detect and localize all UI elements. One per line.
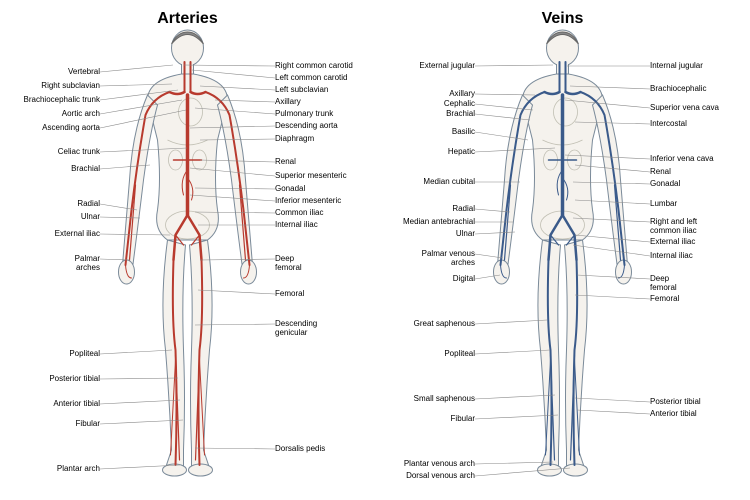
anatomy-label: Left subclavian (275, 86, 328, 95)
anatomy-label: Ascending aorta (42, 124, 100, 133)
anatomy-label: Brachiocephalic trunk (24, 96, 100, 105)
anatomy-label: Plantar arch (57, 465, 100, 474)
anatomy-label: Right and leftcommon iliac (650, 218, 697, 236)
anatomy-label: Descendinggenicular (275, 320, 317, 338)
anatomy-label: Celiac trunk (58, 148, 100, 157)
anatomy-label: Axillary (449, 90, 475, 99)
veins-panel: Veins (375, 0, 750, 500)
anatomy-label: Ulnar (81, 213, 100, 222)
anatomy-label: Hepatic (448, 148, 475, 157)
anatomy-label: Right common carotid (275, 62, 353, 71)
anatomy-label: Deepfemoral (650, 275, 677, 293)
anatomy-label: Femoral (650, 295, 679, 304)
anatomy-label: Internal iliac (275, 221, 318, 230)
anatomy-label: Inferior mesenteric (275, 197, 341, 206)
anatomy-label: Descending aorta (275, 122, 338, 131)
anatomy-label: Posterior tibial (650, 398, 701, 407)
anatomy-label: Fibular (76, 420, 100, 429)
anatomy-label: Pulmonary trunk (275, 110, 333, 119)
anatomy-label: Ulnar (456, 230, 475, 239)
anatomy-label: Digital (453, 275, 475, 284)
anatomy-label: External iliac (650, 238, 695, 247)
anatomy-label: Median cubital (423, 178, 475, 187)
anatomy-label: Common iliac (275, 209, 323, 218)
anatomy-label: Brachiocephalic (650, 85, 706, 94)
anatomy-label: Dorsal venous arch (406, 472, 475, 481)
anatomy-label: Palmar venousarches (422, 250, 475, 268)
anatomy-label: Gonadal (275, 185, 305, 194)
anatomy-label: Brachial (71, 165, 100, 174)
anatomy-label: Basilic (452, 128, 475, 137)
anatomy-label: Deepfemoral (275, 255, 302, 273)
anatomy-label: Vertebral (68, 68, 100, 77)
anatomy-label: Renal (275, 158, 296, 167)
anatomy-label: Right subclavian (41, 82, 100, 91)
anatomy-label: Axillary (275, 98, 301, 107)
anatomy-label: Diaphragm (275, 135, 314, 144)
anatomy-label: Median antebrachial (403, 218, 475, 227)
anatomy-label: Aortic arch (62, 110, 100, 119)
anatomy-label: Plantar venous arch (404, 460, 475, 469)
anatomy-label: Inferior vena cava (650, 155, 714, 164)
anatomy-label: Popliteal (69, 350, 100, 359)
anatomy-label: External iliac (55, 230, 100, 239)
anatomy-label: Cephalic (444, 100, 475, 109)
anatomy-label: Lumbar (650, 200, 677, 209)
anatomy-label: Renal (650, 168, 671, 177)
anatomy-label: Superior mesenteric (275, 172, 347, 181)
arteries-panel: Arteries (0, 0, 375, 500)
anatomy-label: Palmararches (75, 255, 100, 273)
anatomy-label: Posterior tibial (49, 375, 100, 384)
anatomy-label: Popliteal (444, 350, 475, 359)
anatomy-label: External jugular (419, 62, 475, 71)
anatomy-label: Radial (452, 205, 475, 214)
anatomy-label: Superior vena cava (650, 104, 719, 113)
anatomy-label: Brachial (446, 110, 475, 119)
anatomy-label: Internal jugular (650, 62, 703, 71)
anatomy-label: Internal iliac (650, 252, 693, 261)
anatomy-label: Anterior tibial (650, 410, 697, 419)
anatomy-label: Left common carotid (275, 74, 347, 83)
anatomy-label: Anterior tibial (53, 400, 100, 409)
anatomy-label: Intercostal (650, 120, 687, 129)
anatomy-label: Small saphenous (414, 395, 475, 404)
anatomy-label: Gonadal (650, 180, 680, 189)
anatomy-label: Femoral (275, 290, 304, 299)
anatomy-label: Great saphenous (414, 320, 475, 329)
diagram-container: Arteries (0, 0, 750, 500)
anatomy-label: Radial (77, 200, 100, 209)
anatomy-label: Fibular (451, 415, 475, 424)
anatomy-label: Dorsalis pedis (275, 445, 325, 454)
